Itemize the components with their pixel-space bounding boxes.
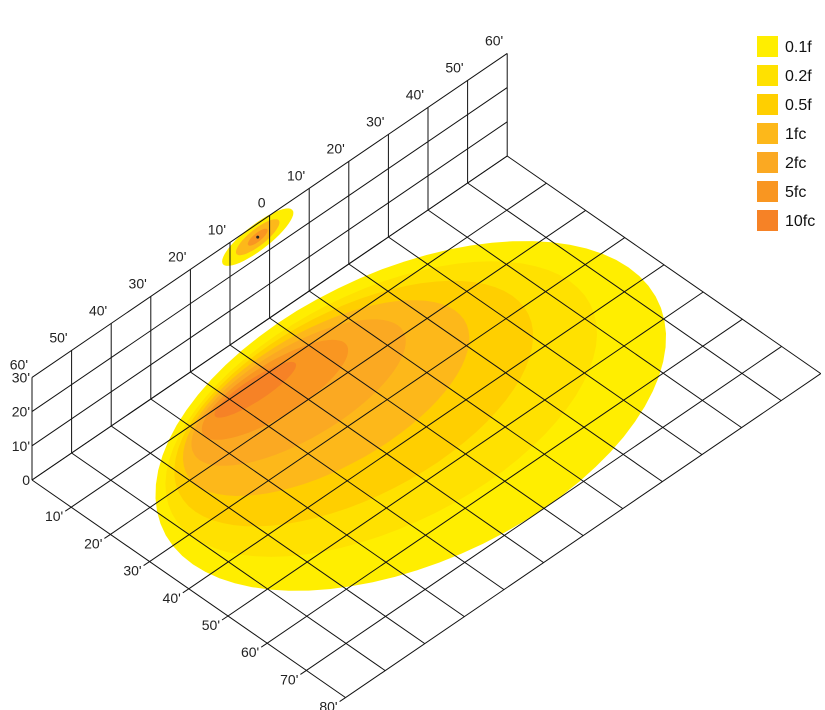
depth-tick-label: 40': [163, 590, 181, 606]
height-tick-label: 10': [12, 438, 30, 454]
height-tick-label: 20': [12, 404, 30, 420]
depth-tick-mark: [64, 506, 72, 512]
wall-tick-label: 60': [485, 32, 503, 48]
wall-tick-label: 30': [366, 113, 384, 129]
floor-wall-gridline: [31, 155, 508, 481]
legend-swatch-0.2fc: [757, 65, 778, 86]
height-tick-labels: 30' 20' 10' 0: [12, 369, 30, 488]
legend-label: 0.1f: [785, 39, 812, 56]
legend-swatch-0.5fc: [757, 94, 778, 115]
depth-tick-mark: [300, 669, 307, 675]
wall-tick-label: 60': [10, 356, 28, 372]
depth-tick-label: 20': [84, 535, 102, 551]
contour-10fc: [214, 361, 297, 418]
wall-horizontal-gridline: [31, 52, 508, 378]
legend-label: 0.2f: [785, 68, 812, 85]
floor-contours: [155, 241, 666, 591]
wall-tick-label: 0: [258, 194, 266, 210]
legend-label: 2fc: [785, 155, 806, 172]
depth-tick-mark: [143, 561, 150, 567]
legend-label: 1fc: [785, 126, 806, 143]
wall-tick-label: 20': [168, 248, 186, 264]
legend-swatch-1fc: [757, 123, 778, 144]
legend-swatch-2fc: [757, 152, 778, 173]
grid: [31, 52, 822, 703]
legend-label: 10fc: [785, 213, 815, 230]
depth-tick-label: 60': [241, 644, 259, 660]
legend-swatch-10fc: [757, 210, 778, 231]
wall-horizontal-gridline: [31, 87, 508, 413]
floor-wall-gridline: [70, 182, 547, 508]
legend-label: 0.5f: [785, 97, 812, 114]
floor-wall-gridline: [227, 291, 704, 617]
depth-tick-mark: [339, 697, 346, 703]
depth-tick-label: 10': [45, 508, 63, 524]
floor-wall-gridline: [110, 209, 586, 535]
wall-tick-label: 10': [287, 167, 305, 183]
depth-tick-mark: [221, 615, 229, 621]
floor-wall-gridline: [266, 318, 743, 644]
depth-tick-labels: 10' 20' 30' 40' 50' 60' 70' 80': [45, 508, 338, 710]
floor-wall-gridline: [345, 373, 822, 699]
wall-tick-label: 40': [406, 86, 424, 102]
depth-tick-label: 70': [280, 671, 298, 687]
wall-illuminance-spot: [222, 208, 294, 266]
wall-horizontal-tick-labels: 60' 50' 40' 30' 20' 10' 0 10' 20' 30' 40' 50' 60': [10, 32, 503, 372]
depth-tick-mark: [182, 588, 190, 594]
wall-tick-label: 40': [89, 302, 107, 318]
fixture-dot: [256, 235, 260, 239]
height-tick-label: 0: [22, 472, 30, 488]
depth-tick-label: 30': [123, 563, 141, 579]
wall-tick-label: 30': [129, 275, 147, 291]
depth-tick-mark: [260, 642, 268, 648]
depth-tick-label: 80': [319, 699, 337, 710]
floor-wall-gridline: [188, 264, 665, 590]
floor-wall-gridline: [149, 237, 626, 563]
wall-tick-label: 10': [208, 221, 226, 237]
wall-tick-label: 50': [49, 329, 67, 345]
height-tick-label: 30': [12, 369, 30, 385]
floor-wall-gridline: [306, 345, 782, 671]
depth-tick-label: 50': [202, 617, 220, 633]
wall-tick-label: 20': [327, 140, 345, 156]
legend-swatch-0.1fc: [757, 36, 778, 57]
wall-tick-label: 50': [445, 59, 463, 75]
legend: 0.1f 0.2f 0.5f 1fc 2fc 5fc 10fc: [757, 36, 815, 231]
legend-label: 5fc: [785, 184, 806, 201]
legend-swatch-5fc: [757, 181, 778, 202]
depth-tick-mark: [104, 533, 111, 539]
contour-5fc: [201, 339, 349, 440]
wall-horizontal-gridline: [31, 121, 508, 447]
